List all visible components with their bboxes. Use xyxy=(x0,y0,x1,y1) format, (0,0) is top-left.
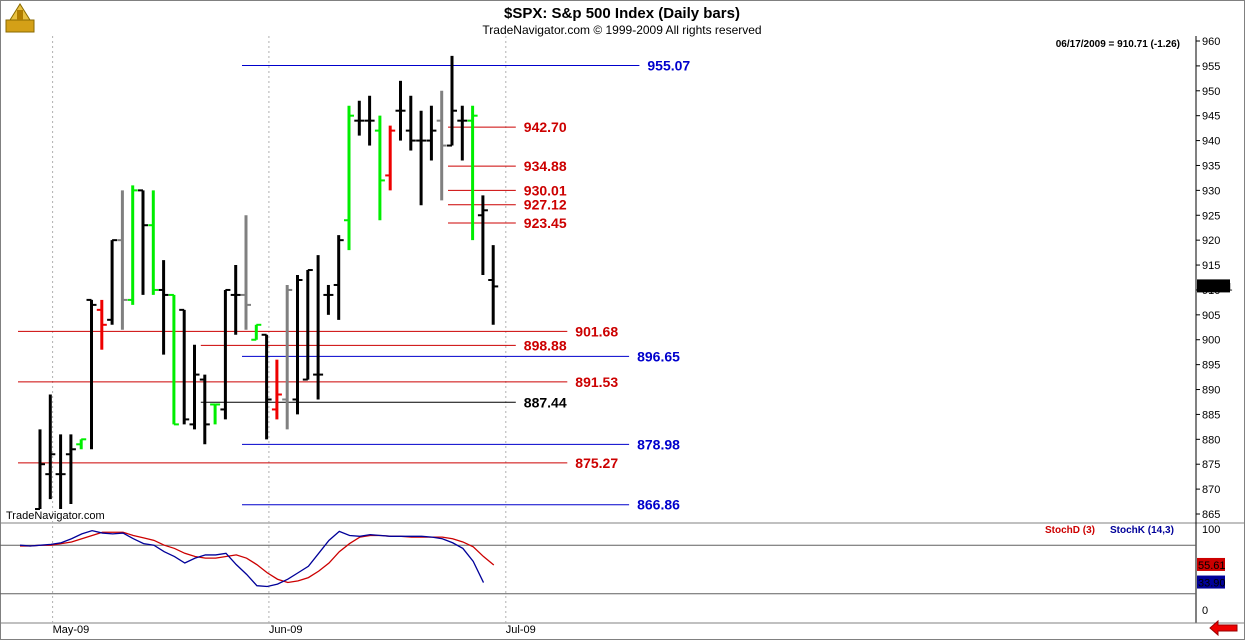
stoch-value-label: 55.61 xyxy=(1198,560,1226,572)
time-tick-label: Jul-09 xyxy=(506,624,536,636)
time-axis: May-09 Jun-09 Jul-09 xyxy=(53,624,536,636)
price-tick-label: 930 xyxy=(1202,185,1220,197)
price-tick-label: 895 xyxy=(1202,360,1220,372)
price-tick-label: 890 xyxy=(1202,385,1220,397)
level-label: 891.53 xyxy=(575,374,618,390)
stochastic-pane: 0 100 StochD (3) StochK (14,3) 55.61 33.90 xyxy=(0,524,1226,617)
stoch-tick-label: 0 xyxy=(1202,605,1208,617)
stoch-series-line xyxy=(20,531,495,584)
level-label: 927.12 xyxy=(524,197,567,213)
chart-subtitle: TradeNavigator.com © 1999-2009 All right… xyxy=(482,23,761,37)
price-tick-label: 915 xyxy=(1202,260,1220,272)
level-label: 875.27 xyxy=(575,455,618,471)
price-tick-label: 925 xyxy=(1202,210,1220,222)
level-label: 901.68 xyxy=(575,323,618,339)
level-label: 866.86 xyxy=(637,497,680,513)
level-label: 887.44 xyxy=(524,394,567,410)
last-price-marker: 910.71 xyxy=(1197,279,1233,293)
price-tick-label: 865 xyxy=(1202,509,1220,521)
price-tick-label: 950 xyxy=(1202,86,1220,98)
level-label: 955.07 xyxy=(647,58,690,74)
time-tick-label: Jun-09 xyxy=(269,624,303,636)
price-tick-label: 870 xyxy=(1202,484,1220,496)
price-tick-label: 875 xyxy=(1202,459,1220,471)
price-tick-label: 960 xyxy=(1202,36,1220,48)
stoch-legend-entry: StochK (14,3) xyxy=(1110,525,1174,536)
level-label: 898.88 xyxy=(524,337,567,353)
chart-title: $SPX: S&p 500 Index (Daily bars) xyxy=(504,5,740,22)
status-readout: 06/17/2009 = 910.71 (-1.26) xyxy=(1056,39,1180,50)
price-tick-label: 935 xyxy=(1202,160,1220,172)
trade-navigator-logo-icon xyxy=(5,3,35,33)
level-label: 923.45 xyxy=(524,215,567,231)
price-tick-label: 900 xyxy=(1202,335,1220,347)
level-label: 896.65 xyxy=(637,348,680,364)
stoch-value-box xyxy=(1197,575,1225,589)
price-tick-label: 880 xyxy=(1202,434,1220,446)
level-label: 930.01 xyxy=(524,182,567,198)
price-tick-label: 945 xyxy=(1202,111,1220,123)
level-label: 942.70 xyxy=(524,119,567,135)
stoch-legend-entry: StochD (3) xyxy=(1045,525,1095,536)
level-label: 934.88 xyxy=(524,158,567,174)
price-tick-label: 905 xyxy=(1202,310,1220,322)
price-tick-label: 920 xyxy=(1202,235,1220,247)
price-axis: 8658708758808858908959009059109159209259… xyxy=(1196,36,1220,521)
price-tick-label: 955 xyxy=(1202,61,1220,73)
stoch-value-box xyxy=(1197,557,1225,571)
stoch-value-label: 33.90 xyxy=(1198,578,1226,590)
price-tick-label: 940 xyxy=(1202,136,1220,148)
last-price-label: 910.71 xyxy=(1199,281,1233,293)
stoch-tick-label: 100 xyxy=(1202,524,1220,536)
scroll-right-arrow-icon[interactable] xyxy=(1209,619,1238,637)
level-label: 878.98 xyxy=(637,436,680,452)
price-tick-label: 885 xyxy=(1202,409,1220,421)
ohlc-bars xyxy=(35,55,499,511)
stoch-series-line xyxy=(19,529,485,588)
time-tick-label: May-09 xyxy=(53,624,90,636)
watermark: TradeNavigator.com xyxy=(6,510,105,522)
